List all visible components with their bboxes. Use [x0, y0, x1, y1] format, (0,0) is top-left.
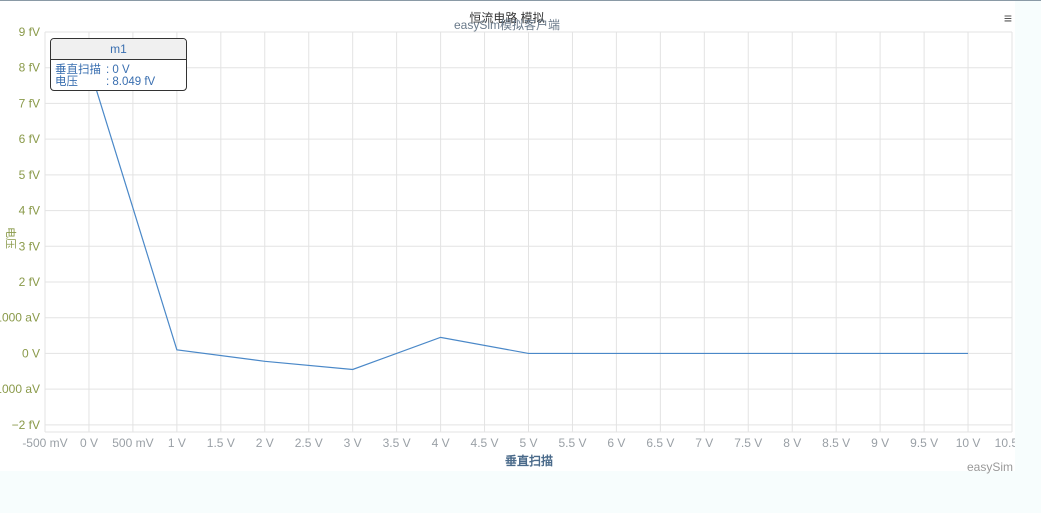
x-tick-label: 9 V [871, 436, 889, 450]
tooltip-title: m1 [51, 39, 186, 60]
x-tick-label: 3 V [344, 436, 362, 450]
marker-tooltip: m1 垂直扫描 : 0 V 电压 : 8.049 fV [50, 38, 187, 91]
y-axis: 9 fV 8 fV 7 fV 6 fV 5 fV 4 fV 3 fV 2 fV 1000 aV 0… [0, 25, 40, 432]
y-tick-label: 8 fV [19, 61, 40, 75]
x-tick-label: 4 V [432, 436, 450, 450]
tooltip-row: 垂直扫描 : 0 V [51, 64, 186, 76]
chart-subtitle: easySim模拟客户端 [454, 17, 560, 32]
x-tick-label: 1.5 V [207, 436, 235, 450]
y-tick-label: 6 fV [19, 132, 40, 146]
x-tick-label: 4.5 V [471, 436, 499, 450]
x-tick-label: 10 V [956, 436, 981, 450]
hamburger-menu-icon[interactable]: ≡ [1003, 10, 1013, 26]
y-tick-label: 7 fV [19, 96, 40, 110]
y-tick-label: 2 fV [19, 275, 40, 289]
x-tick-label: 2 V [256, 436, 274, 450]
x-axis: -500 mV 0 V 500 mV 1 V 1.5 V 2 V 2.5 V 3 V 3.5 V… [22, 436, 1015, 450]
line-chart[interactable]: 9 fV 8 fV 7 fV 6 fV 5 fV 4 fV 3 fV 2 fV 1000 aV 0… [0, 1, 1015, 471]
tooltip-key: 电压 [55, 76, 78, 88]
x-tick-label: 500 mV [112, 436, 153, 450]
x-tick-label: 1 V [168, 436, 186, 450]
x-axis-title: 垂直扫描 [505, 453, 553, 468]
series-line[interactable] [88, 65, 969, 371]
x-tick-label: 7 V [695, 436, 713, 450]
y-tick-label: 9 fV [19, 25, 40, 39]
y-tick-label: 3 fV [19, 239, 40, 253]
tooltip-value: : 8.049 fV [106, 76, 156, 88]
y-tick-label: 0 V [22, 346, 40, 360]
top-border [0, 0, 1041, 1]
x-tick-label: 5.5 V [558, 436, 586, 450]
x-tick-label: 9.5 V [910, 436, 938, 450]
x-tick-label: 3.5 V [383, 436, 411, 450]
x-tick-label: 7.5 V [734, 436, 762, 450]
x-tick-label: 6.5 V [646, 436, 674, 450]
y-tick-label: 5 fV [19, 168, 40, 182]
series-layer [88, 65, 969, 371]
x-tick-label: -500 mV [22, 436, 67, 450]
tooltip-key: 垂直扫描 [55, 64, 101, 76]
y-tick-label: -1000 aV [0, 382, 40, 396]
x-tick-label: 8.5 V [822, 436, 850, 450]
y-tick-label: −2 fV [12, 418, 40, 432]
tooltip-value: : 0 V [106, 64, 130, 76]
y-tick-label: 1000 aV [0, 311, 40, 325]
grid [44, 31, 1013, 433]
y-tick-label: 4 fV [19, 204, 40, 218]
x-tick-label: 8 V [783, 436, 801, 450]
chart-title: 恒流电路 模拟 [469, 10, 544, 25]
x-tick-label: 10.5 V [995, 436, 1015, 450]
x-tick-label: 0 V [80, 436, 98, 450]
y-axis-title: 电压 [4, 227, 17, 249]
x-tick-label: 5 V [519, 436, 537, 450]
x-tick-label: 6 V [607, 436, 625, 450]
x-tick-label: 2.5 V [295, 436, 323, 450]
tooltip-row: 电压 : 8.049 fV [51, 76, 186, 88]
